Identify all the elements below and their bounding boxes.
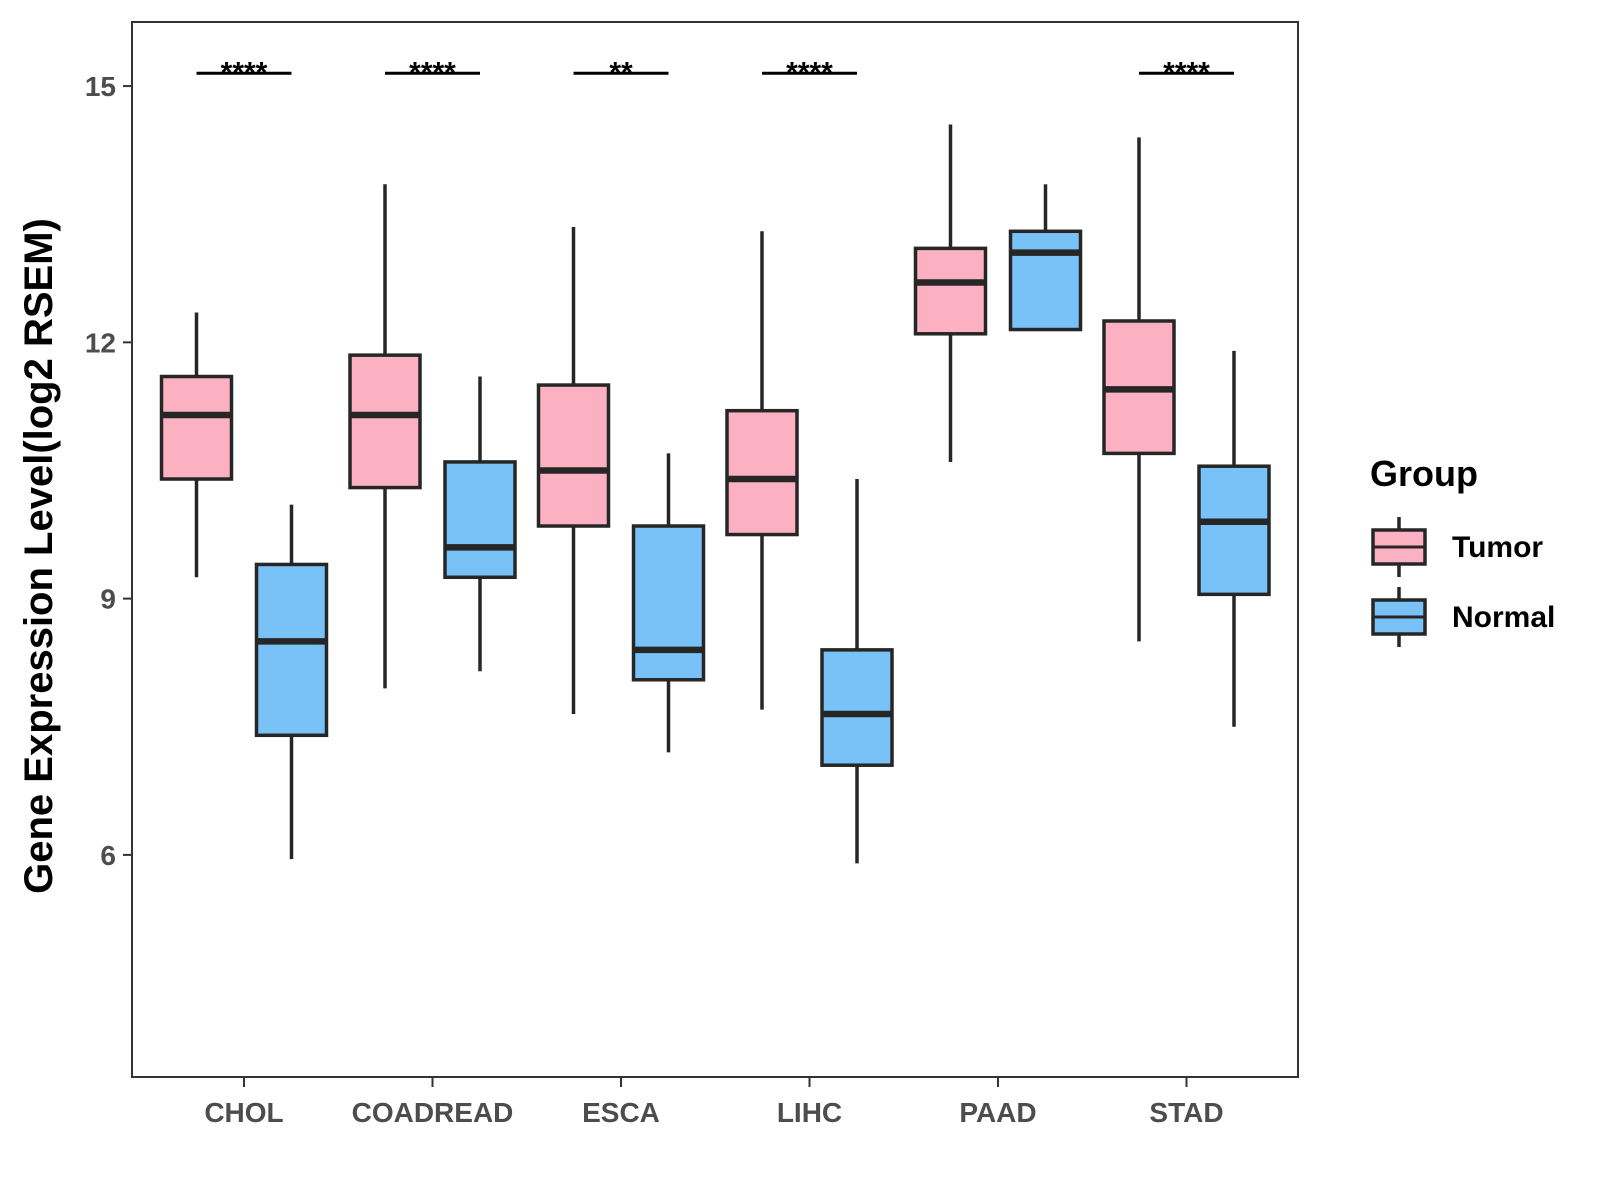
x-tick-label: STAD bbox=[1149, 1097, 1223, 1128]
box-body bbox=[443, 460, 517, 580]
box-normal-stad bbox=[1197, 350, 1271, 727]
box-body bbox=[1008, 229, 1083, 332]
box-body bbox=[1197, 464, 1271, 597]
box-body bbox=[348, 353, 422, 490]
box-tumor-lihc bbox=[725, 231, 799, 710]
box-tumor-coadread bbox=[348, 184, 422, 689]
box-body bbox=[725, 408, 799, 537]
x-tick-label: LIHC bbox=[777, 1097, 842, 1128]
legend-label-tumor: Tumor bbox=[1452, 531, 1543, 564]
box-body bbox=[631, 524, 706, 682]
plot-border bbox=[131, 21, 1299, 1078]
significance-label: **** bbox=[786, 56, 833, 89]
x-tick-label: PAAD bbox=[959, 1097, 1036, 1128]
y-tick-label: 15 bbox=[85, 71, 116, 102]
significance-label: ** bbox=[609, 56, 633, 89]
legend-title: Group bbox=[1370, 453, 1478, 494]
significance-label: **** bbox=[409, 56, 456, 89]
box-body bbox=[254, 562, 329, 738]
x-tick-label: CHOL bbox=[204, 1097, 283, 1128]
box-normal-lihc bbox=[820, 479, 894, 864]
box-normal-paad bbox=[1008, 184, 1083, 332]
box-body bbox=[913, 246, 988, 336]
box-tumor-paad bbox=[913, 124, 988, 462]
x-tick-label: COADREAD bbox=[352, 1097, 514, 1128]
box-normal-coadread bbox=[443, 376, 517, 672]
box-tumor-esca bbox=[536, 227, 611, 714]
y-tick-label: 12 bbox=[85, 327, 116, 358]
box-body bbox=[159, 374, 234, 481]
significance-label: **** bbox=[1163, 56, 1210, 89]
box-tumor-chol bbox=[159, 312, 234, 578]
y-tick-label: 6 bbox=[100, 840, 116, 871]
box-normal-chol bbox=[254, 504, 329, 860]
significance-label: **** bbox=[221, 56, 268, 89]
box-body bbox=[536, 383, 611, 528]
y-axis-label: Gene Expression Level(log2 RSEM) bbox=[17, 218, 61, 894]
legend: Group Tumor Normal bbox=[1370, 453, 1555, 647]
box-tumor-stad bbox=[1102, 137, 1176, 642]
x-tick-label: ESCA bbox=[582, 1097, 660, 1128]
box-normal-esca bbox=[631, 453, 706, 753]
box-body bbox=[820, 648, 894, 767]
legend-label-normal: Normal bbox=[1452, 601, 1555, 634]
y-tick-label: 9 bbox=[100, 584, 116, 615]
